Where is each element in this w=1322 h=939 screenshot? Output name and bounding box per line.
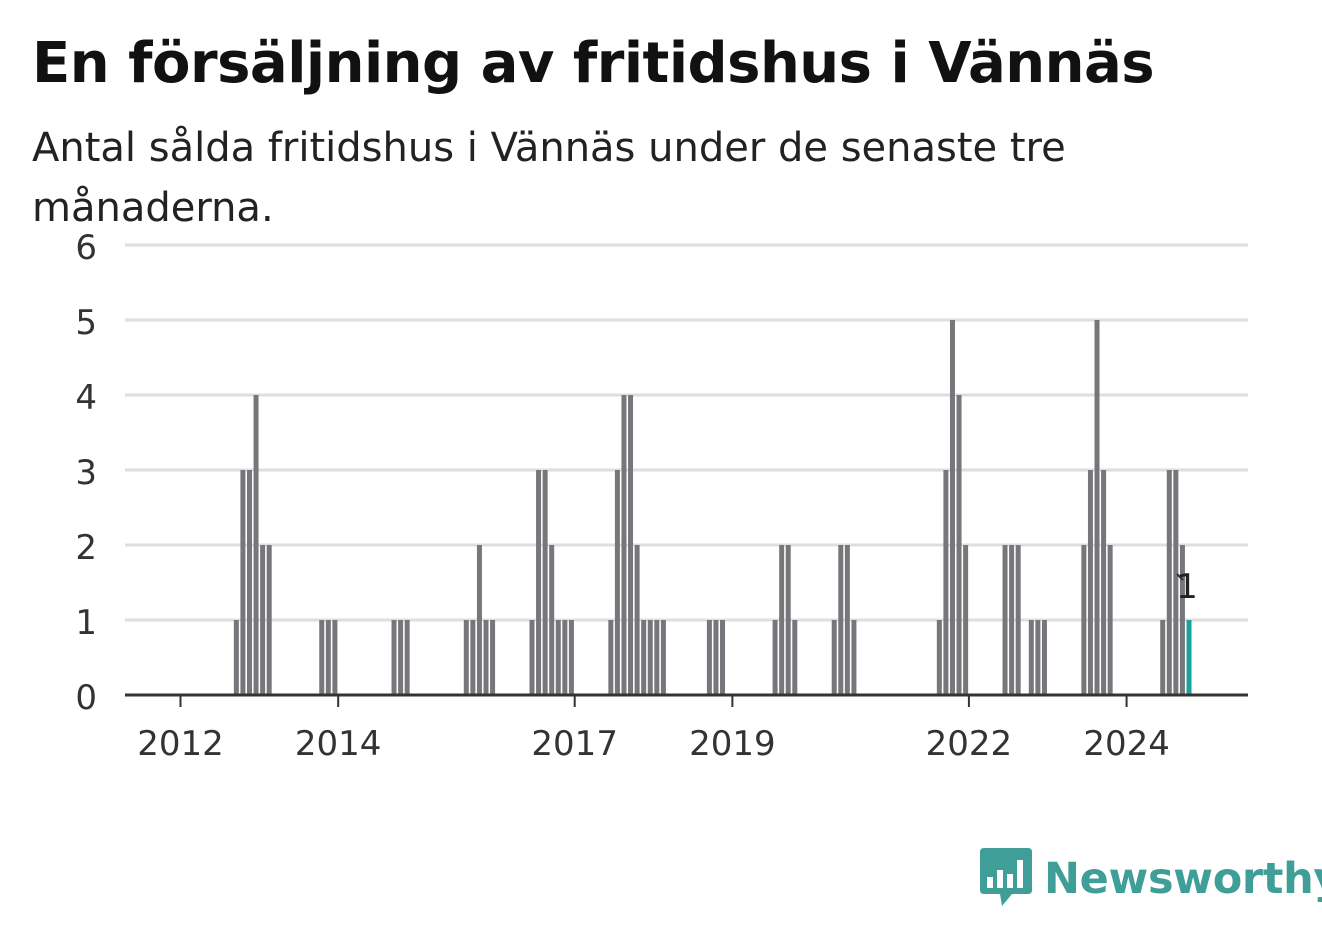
bar — [398, 620, 404, 695]
y-tick-label: 1 — [75, 603, 97, 643]
bar — [621, 395, 627, 695]
bar — [1107, 545, 1113, 695]
bar — [772, 620, 778, 695]
bar — [851, 620, 857, 695]
bar — [463, 620, 469, 695]
bar — [1002, 545, 1008, 695]
bar — [1041, 620, 1047, 695]
bar — [779, 545, 785, 695]
chart-subtitle: Antal sålda fritidshus i Vännäs under de… — [32, 125, 1066, 231]
y-tick-label: 5 — [75, 303, 97, 343]
bar — [1015, 545, 1021, 695]
x-tick-label: 2014 — [295, 724, 382, 764]
bar — [706, 620, 712, 695]
bar — [1166, 470, 1172, 695]
newsworthy-logo: Newsworthy — [980, 848, 1322, 910]
x-tick-label: 2024 — [1083, 724, 1170, 764]
y-tick-label: 2 — [75, 528, 97, 568]
bar — [963, 545, 969, 695]
bar — [831, 620, 837, 695]
bar — [1035, 620, 1041, 695]
bar — [936, 620, 942, 695]
bar — [838, 545, 844, 695]
bar — [1094, 320, 1100, 695]
bar — [1081, 545, 1087, 695]
bar — [253, 395, 259, 695]
x-tick-label: 2012 — [137, 724, 224, 764]
y-tick-label: 0 — [75, 678, 97, 718]
bar — [1101, 470, 1107, 695]
y-tick-label: 6 — [75, 228, 97, 268]
y-tick-label: 4 — [75, 378, 97, 418]
bar — [470, 620, 476, 695]
bar — [1179, 545, 1185, 695]
highlighted-bar — [1186, 620, 1192, 695]
bar — [260, 545, 266, 695]
bar — [325, 620, 331, 695]
bar — [785, 545, 791, 695]
bar — [562, 620, 568, 695]
bar — [1173, 470, 1179, 695]
bar — [1087, 470, 1093, 695]
bar — [542, 470, 548, 695]
bar — [332, 620, 338, 695]
bar — [404, 620, 410, 695]
bar — [1028, 620, 1034, 695]
bar-chart-speech-bubble-icon — [980, 848, 1032, 906]
bar — [943, 470, 949, 695]
bar — [529, 620, 535, 695]
bar — [483, 620, 489, 695]
bar — [634, 545, 640, 695]
bar — [720, 620, 726, 695]
bar — [614, 470, 620, 695]
x-tick-label: 2019 — [689, 724, 776, 764]
bar — [608, 620, 614, 695]
x-tick-label: 2022 — [926, 724, 1013, 764]
bar — [660, 620, 666, 695]
bar — [568, 620, 574, 695]
bar — [555, 620, 561, 695]
bar — [792, 620, 798, 695]
bar — [844, 545, 850, 695]
bar — [266, 545, 272, 695]
bar — [549, 545, 555, 695]
y-tick-label: 3 — [75, 453, 97, 493]
bar — [490, 620, 496, 695]
bar — [949, 320, 955, 695]
annotation-label: 1 — [1176, 567, 1198, 607]
brand-name: Newsworthy — [1044, 854, 1322, 904]
bar — [654, 620, 660, 695]
bar — [536, 470, 542, 695]
bar — [391, 620, 397, 695]
annotation-pointer — [1176, 573, 1184, 581]
bar — [319, 620, 325, 695]
bar — [476, 545, 482, 695]
bar — [956, 395, 962, 695]
bar — [233, 620, 239, 695]
chart-title: En försäljning av fritidshus i Vännäs — [32, 31, 1155, 96]
bar — [240, 470, 246, 695]
bar — [246, 470, 252, 695]
bar — [641, 620, 647, 695]
bar — [647, 620, 653, 695]
bar — [1009, 545, 1015, 695]
bar — [713, 620, 719, 695]
bar — [1160, 620, 1166, 695]
bar — [628, 395, 634, 695]
x-tick-label: 2017 — [531, 724, 618, 764]
